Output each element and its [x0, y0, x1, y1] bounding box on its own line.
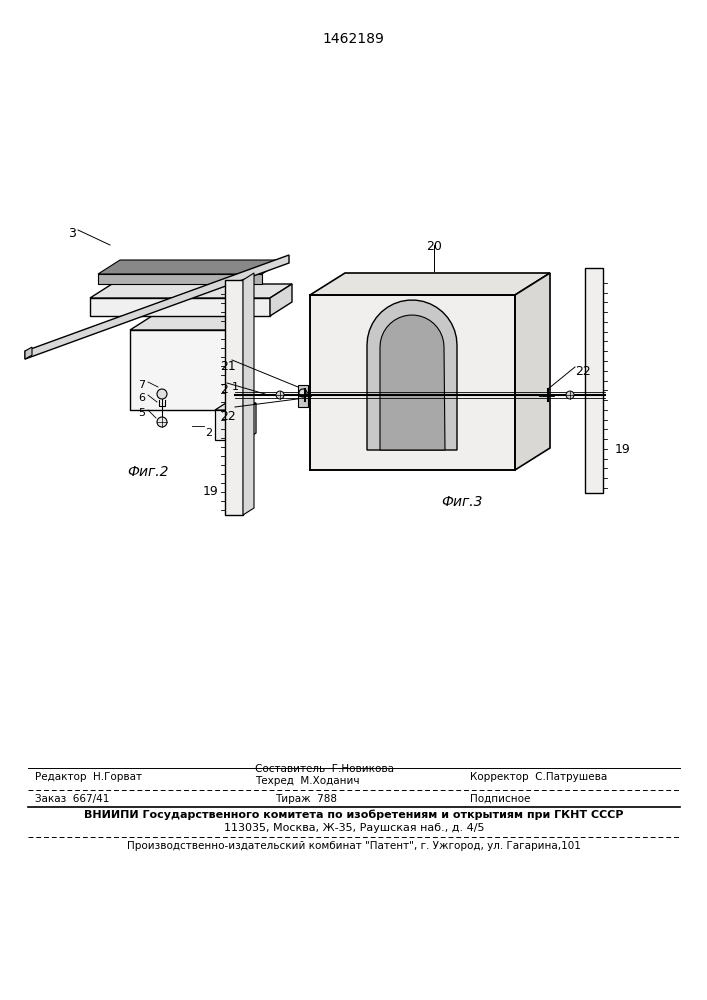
Text: 21: 21 — [220, 360, 235, 373]
Text: 7: 7 — [138, 380, 145, 390]
Text: 1462189: 1462189 — [322, 32, 384, 46]
Text: 2: 2 — [220, 383, 228, 396]
Polygon shape — [225, 280, 243, 515]
Polygon shape — [585, 268, 603, 493]
Text: 113035, Москва, Ж-35, Раушская наб., д. 4/5: 113035, Москва, Ж-35, Раушская наб., д. … — [223, 823, 484, 833]
Polygon shape — [230, 316, 252, 410]
Text: 1: 1 — [232, 382, 239, 392]
Polygon shape — [310, 295, 515, 470]
Text: Фиг.3: Фиг.3 — [441, 495, 483, 509]
Text: ВНИИПИ Государственного комитета по изобретениям и открытиям при ГКНТ СССР: ВНИИПИ Государственного комитета по изоб… — [84, 810, 624, 820]
Text: Корректор  С.Патрушева: Корректор С.Патрушева — [470, 772, 607, 782]
Text: 2: 2 — [205, 428, 212, 438]
Text: Редактор  Н.Горват: Редактор Н.Горват — [35, 772, 142, 782]
Polygon shape — [245, 403, 256, 440]
Polygon shape — [367, 300, 457, 450]
Text: 19: 19 — [615, 443, 631, 456]
Polygon shape — [90, 284, 292, 298]
Text: Подписное: Подписное — [470, 794, 530, 804]
Text: 3: 3 — [68, 227, 76, 240]
Polygon shape — [130, 316, 252, 330]
Text: 20: 20 — [426, 240, 442, 253]
Text: Фиг.2: Фиг.2 — [127, 465, 169, 479]
Polygon shape — [98, 274, 262, 284]
Text: Составитель  Г.Новикова: Составитель Г.Новикова — [255, 764, 394, 774]
Polygon shape — [515, 273, 550, 470]
Text: Заказ  667/41: Заказ 667/41 — [35, 794, 110, 804]
Circle shape — [299, 389, 307, 397]
Text: Производственно-издательский комбинат "Патент", г. Ужгород, ул. Гагарина,101: Производственно-издательский комбинат "П… — [127, 841, 581, 851]
Text: 22: 22 — [575, 365, 591, 378]
Polygon shape — [298, 385, 308, 407]
Text: 5: 5 — [138, 408, 145, 418]
Text: Тираж  788: Тираж 788 — [275, 794, 337, 804]
Polygon shape — [215, 410, 245, 440]
Text: 6: 6 — [138, 393, 145, 403]
Text: Техред  М.Хoданич: Техред М.Хoданич — [255, 776, 359, 786]
Polygon shape — [270, 284, 292, 316]
Polygon shape — [90, 298, 270, 316]
Polygon shape — [130, 330, 230, 410]
Circle shape — [276, 391, 284, 399]
Circle shape — [157, 389, 167, 399]
Polygon shape — [380, 315, 445, 450]
Polygon shape — [310, 273, 550, 295]
Polygon shape — [25, 347, 32, 359]
Text: 22: 22 — [220, 410, 235, 423]
Text: 19: 19 — [203, 485, 218, 498]
Circle shape — [157, 417, 167, 427]
Polygon shape — [98, 260, 284, 274]
Circle shape — [566, 391, 574, 399]
Polygon shape — [243, 273, 254, 515]
Polygon shape — [25, 255, 289, 359]
Polygon shape — [215, 403, 256, 410]
